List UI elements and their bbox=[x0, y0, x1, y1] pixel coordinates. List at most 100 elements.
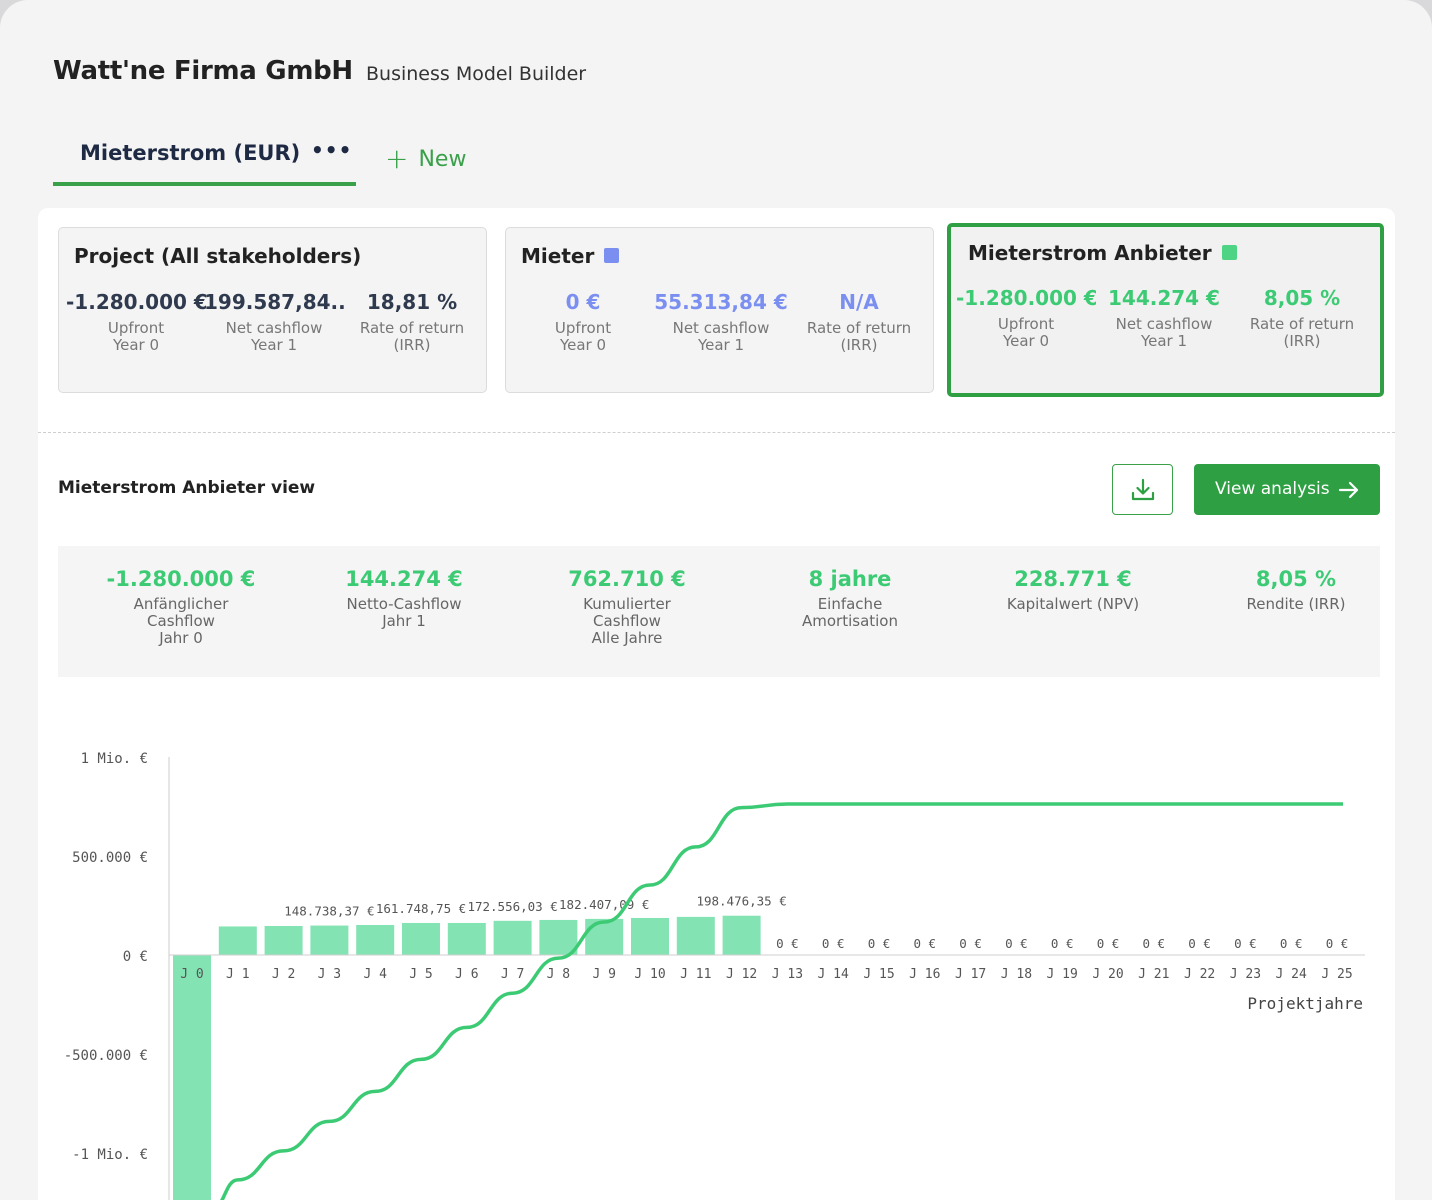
y-tick-label: -500.000 € bbox=[64, 1048, 148, 1064]
more-options-icon[interactable]: ••• bbox=[311, 138, 353, 162]
x-tick-label: J 19 bbox=[1047, 967, 1078, 982]
x-tick-label: J 9 bbox=[592, 967, 615, 982]
x-tick-label: J 0 bbox=[180, 967, 203, 982]
metric-label-line: Year 1 bbox=[1140, 332, 1188, 350]
x-tick-label: J 22 bbox=[1184, 967, 1215, 982]
metric-value: -1.280.000 € bbox=[66, 290, 206, 314]
kpi-label: Netto-Cashflow Jahr 1 bbox=[304, 596, 504, 630]
cashflow-bar bbox=[310, 925, 349, 955]
kpi-label-line: Kumulierter bbox=[583, 595, 671, 613]
cashflow-bar bbox=[218, 926, 257, 955]
cashflow-bar bbox=[173, 955, 211, 1200]
kpi-label-line: Alle Jahre bbox=[591, 629, 663, 647]
kpi-value: 228.771 € bbox=[1014, 567, 1132, 591]
x-tick-label: J 25 bbox=[1321, 967, 1352, 982]
metric-label: Upfront Year 0 bbox=[513, 320, 653, 354]
metric-label-line: Net cashflow bbox=[672, 319, 770, 337]
x-tick-label: J 16 bbox=[909, 967, 940, 982]
x-tick-label: J 8 bbox=[547, 967, 570, 982]
x-tick-label: J 3 bbox=[318, 967, 341, 982]
metric-label-line: Year 0 bbox=[1002, 332, 1050, 350]
bar-data-label: 0 € bbox=[959, 936, 982, 951]
card-metric: 0 € Upfront Year 0 bbox=[513, 290, 653, 354]
bar-data-label: 198.476,35 € bbox=[696, 894, 786, 909]
x-tick-label: J 20 bbox=[1092, 967, 1123, 982]
company-name: Watt'ne Firma GmbH bbox=[53, 56, 353, 86]
bar-data-label: 0 € bbox=[1326, 936, 1349, 951]
cashflow-bar bbox=[264, 925, 303, 955]
metric-label: Net cashflow Year 1 bbox=[651, 320, 791, 354]
metric-label-line: (IRR) bbox=[840, 336, 878, 354]
stakeholder-card[interactable]: Project (All stakeholders) -1.280.000 € Up… bbox=[58, 227, 487, 393]
x-tick-label: J 7 bbox=[501, 967, 524, 982]
metric-label: Rate of return (IRR) bbox=[789, 320, 929, 354]
metric-label-line: Upfront bbox=[997, 315, 1055, 333]
kpi-item: 8,05 % Rendite (IRR) bbox=[1196, 567, 1396, 613]
kpi-label-line: Netto-Cashflow bbox=[346, 595, 462, 613]
card-metric: -1.280.000 € Upfront Year 0 bbox=[956, 286, 1096, 350]
x-tick-label: J 10 bbox=[634, 967, 665, 982]
view-analysis-button[interactable]: View analysis bbox=[1194, 464, 1380, 515]
card-title-text: Mieterstrom Anbieter bbox=[968, 241, 1212, 265]
arrow-right-icon bbox=[1338, 481, 1359, 499]
metric-value: 0 € bbox=[565, 290, 601, 314]
x-tick-label: J 1 bbox=[226, 967, 249, 982]
cashflow-bar bbox=[493, 920, 532, 955]
cashflow-bar bbox=[402, 922, 440, 955]
metric-label: Net cashflow Year 1 bbox=[204, 320, 344, 354]
view-analysis-label: View analysis bbox=[1215, 479, 1330, 499]
cashflow-bar bbox=[447, 922, 486, 955]
legend-swatch bbox=[604, 248, 620, 263]
x-tick-label: J 11 bbox=[680, 967, 711, 982]
new-tab-button[interactable]: + New bbox=[385, 140, 466, 175]
bar-data-label: 172.556,03 € bbox=[467, 899, 557, 914]
stakeholder-card[interactable]: Mieterstrom Anbieter -1.280.000 € Upfront Y… bbox=[947, 223, 1384, 397]
metric-label-line: Year 1 bbox=[697, 336, 745, 354]
kpi-item: -1.280.000 € Anfänglicher Cashflow Jahr 0 bbox=[81, 567, 281, 647]
x-tick-label: J 12 bbox=[726, 967, 757, 982]
x-tick-label: J 2 bbox=[272, 967, 295, 982]
card-metric: 144.274 € Net cashflow Year 1 bbox=[1094, 286, 1234, 350]
tab-mieterstrom[interactable]: Mieterstrom (EUR) ••• bbox=[53, 128, 356, 186]
kpi-item: 762.710 € Kumulierter Cashflow Alle Jahre bbox=[527, 567, 727, 647]
kpi-label-line: Amortisation bbox=[801, 612, 898, 630]
metric-value: 18,81 % bbox=[366, 290, 458, 314]
card-metric: 55.313,84 € Net cashflow Year 1 bbox=[651, 290, 791, 354]
bar-data-label: 0 € bbox=[822, 936, 845, 951]
bar-data-label: 0 € bbox=[1051, 936, 1074, 951]
stakeholder-card[interactable]: Mieter 0 € Upfront Year 0 55.313,84 € Net cas… bbox=[505, 227, 934, 393]
metric-label-line: Rate of return bbox=[1249, 315, 1355, 333]
cumulative-cashflow-line bbox=[220, 802, 1343, 1200]
metric-label-line: Rate of return bbox=[806, 319, 912, 337]
kpi-value: 8 jahre bbox=[808, 567, 892, 591]
x-tick-label: J 14 bbox=[818, 967, 849, 982]
bar-data-label: 0 € bbox=[868, 936, 891, 951]
bar-data-label: 0 € bbox=[1143, 936, 1166, 951]
x-tick-label: J 13 bbox=[772, 967, 803, 982]
metric-label-line: Net cashflow bbox=[1115, 315, 1213, 333]
bar-data-label: 0 € bbox=[1234, 936, 1257, 951]
x-tick-label: J 21 bbox=[1138, 967, 1169, 982]
kpi-value: 8,05 % bbox=[1255, 567, 1337, 591]
cashflow-bar bbox=[722, 915, 761, 955]
download-button[interactable] bbox=[1112, 464, 1173, 515]
kpi-label: Kapitalwert (NPV) bbox=[973, 596, 1173, 613]
kpi-label-line: Cashflow bbox=[593, 612, 661, 630]
card-title-text: Project (All stakeholders) bbox=[74, 244, 362, 268]
card-metric: -1.280.000 € Upfront Year 0 bbox=[66, 290, 206, 354]
kpi-label: Kumulierter Cashflow Alle Jahre bbox=[527, 596, 727, 647]
x-tick-label: J 18 bbox=[1001, 967, 1032, 982]
bar-data-label: 0 € bbox=[1005, 936, 1028, 951]
kpi-label-line: Rendite (IRR) bbox=[1246, 595, 1346, 613]
cashflow-bar bbox=[356, 925, 395, 955]
x-tick-label: J 4 bbox=[363, 967, 387, 982]
kpi-label: Rendite (IRR) bbox=[1196, 596, 1396, 613]
cashflow-bar bbox=[585, 918, 624, 955]
metric-label-line: Net cashflow bbox=[225, 319, 323, 337]
card-metric: 18,81 % Rate of return (IRR) bbox=[342, 290, 482, 354]
kpi-item: 228.771 € Kapitalwert (NPV) bbox=[973, 567, 1173, 613]
metric-value: 8,05 % bbox=[1263, 286, 1341, 310]
kpi-label-line: Cashflow bbox=[147, 612, 215, 630]
card-metric: N/A Rate of return (IRR) bbox=[789, 290, 929, 354]
x-tick-label: J 23 bbox=[1230, 967, 1261, 982]
